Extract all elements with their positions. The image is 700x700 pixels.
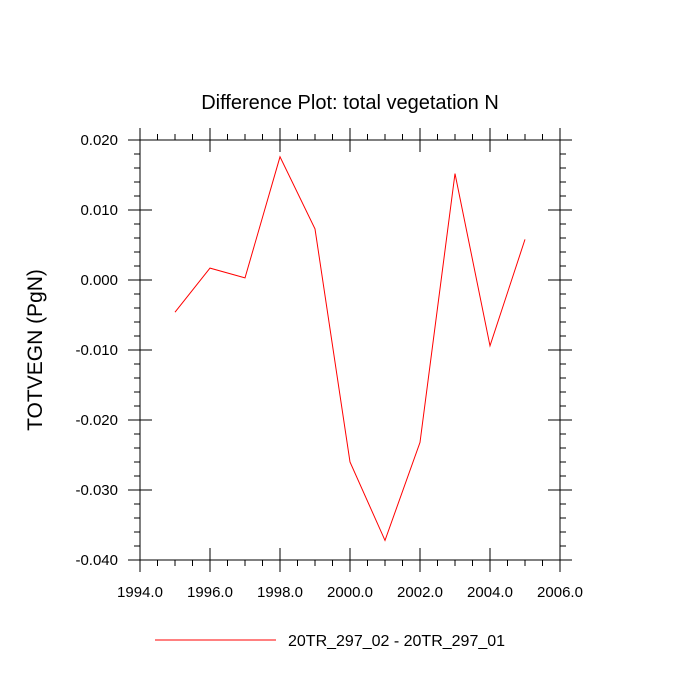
plot-frame bbox=[139, 139, 561, 561]
x-tick-label: 1994.0 bbox=[117, 584, 163, 601]
axis-tick-labels: 1994.0 1996.0 1998.0 2000.0 2002.0 2004.0 2006… bbox=[75, 132, 582, 601]
y-tick-label: -0.020 bbox=[75, 412, 118, 429]
x-tick-label: 2004.0 bbox=[467, 584, 513, 601]
x-tick-label: 1996.0 bbox=[187, 584, 233, 601]
y-tick-label: -0.030 bbox=[75, 482, 118, 499]
y-tick-label: -0.040 bbox=[75, 552, 118, 569]
x-tick-label: 2002.0 bbox=[397, 584, 443, 601]
axis-ticks bbox=[128, 128, 572, 572]
y-axis-label: TOTVEGN (PgN) bbox=[24, 269, 47, 431]
y-tick-label: 0.010 bbox=[80, 202, 118, 219]
y-tick-label: -0.010 bbox=[75, 342, 118, 359]
legend-label: 20TR_297_02 - 20TR_297_01 bbox=[288, 633, 505, 650]
y-tick-label: 0.000 bbox=[80, 272, 118, 289]
series-line bbox=[174, 155, 526, 542]
y-tick-label: 0.020 bbox=[80, 132, 118, 149]
x-tick-label: 1998.0 bbox=[257, 584, 303, 601]
x-tick-label: 2000.0 bbox=[327, 584, 373, 601]
chart-title: Difference Plot: total vegetation N bbox=[201, 92, 499, 114]
x-tick-label: 2006.0 bbox=[537, 584, 583, 601]
series-group bbox=[174, 155, 526, 542]
legend: 20TR_297_02 - 20TR_297_01 bbox=[155, 633, 505, 650]
